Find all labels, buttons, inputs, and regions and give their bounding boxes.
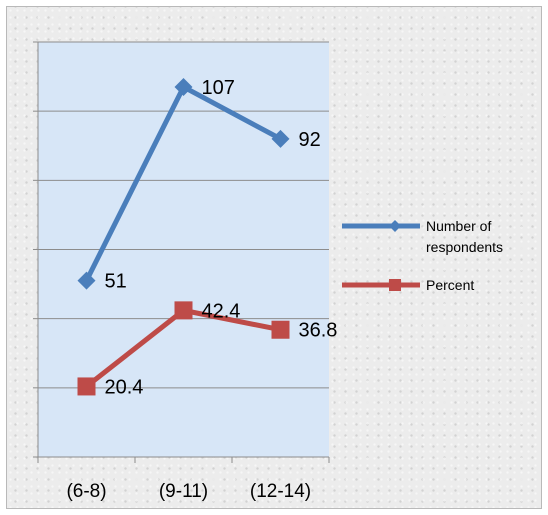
legend-item-1: Percent bbox=[342, 277, 474, 293]
x-tick-label-1: (9-11) bbox=[159, 481, 208, 502]
data-label-1-0: 20.4 bbox=[105, 376, 144, 398]
data-point-1-1 bbox=[174, 301, 193, 320]
legend-label-0-0: Number of bbox=[426, 218, 491, 234]
data-label-1-1: 42.4 bbox=[202, 300, 241, 322]
data-label-0-0: 51 bbox=[105, 271, 127, 293]
data-point-1-2 bbox=[271, 320, 290, 339]
x-tick-label-2: (12-14) bbox=[250, 481, 311, 502]
data-label-0-2: 92 bbox=[299, 129, 321, 151]
data-point-0-0 bbox=[77, 271, 96, 290]
data-point-0-1 bbox=[174, 77, 193, 96]
x-tick-label-0: (6-8) bbox=[66, 481, 106, 502]
data-point-0-2 bbox=[271, 129, 290, 148]
data-point-1-0 bbox=[77, 377, 96, 396]
legend-item-0: Number of respondents bbox=[342, 218, 503, 255]
legend-label-0-1: respondents bbox=[426, 239, 503, 255]
data-label-1-2: 36.8 bbox=[299, 320, 338, 342]
legend-marker-0 bbox=[389, 220, 401, 232]
legend-label-1-0: Percent bbox=[426, 277, 474, 293]
data-label-0-1: 107 bbox=[202, 77, 235, 99]
legend-marker-1 bbox=[389, 279, 401, 291]
